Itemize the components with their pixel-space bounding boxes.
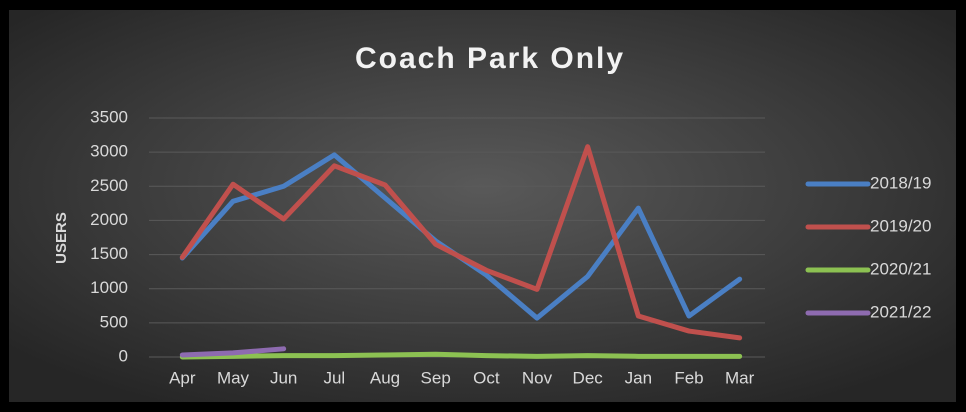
series-line	[179, 346, 287, 358]
y-axis-label: USERS	[53, 212, 70, 264]
x-tick-label: Dec	[573, 368, 604, 387]
y-tick-label: 1500	[90, 244, 128, 263]
y-tick-label: 0	[119, 346, 128, 365]
x-tick-label: Aug	[370, 368, 400, 387]
series-line	[179, 144, 743, 341]
y-tick-label: 2500	[90, 176, 128, 195]
legend-label: 2018/19	[870, 173, 931, 192]
chart-background	[9, 10, 956, 402]
x-tick-label: Oct	[473, 368, 500, 387]
x-tick-label: Nov	[522, 368, 553, 387]
y-tick-label: 3500	[90, 107, 128, 126]
y-tick-label: 1000	[90, 278, 128, 297]
x-tick-label: Feb	[674, 368, 703, 387]
x-tick-label: Jun	[270, 368, 297, 387]
x-tick-label: Jul	[323, 368, 345, 387]
legend-label: 2019/20	[870, 216, 931, 235]
legend-label: 2021/22	[870, 302, 931, 321]
y-tick-label: 3000	[90, 142, 128, 161]
y-tick-label: 2000	[90, 210, 128, 229]
x-tick-label: Jan	[625, 368, 652, 387]
legend-label: 2020/21	[870, 259, 931, 278]
x-tick-label: Mar	[725, 368, 755, 387]
x-tick-label: Sep	[421, 368, 451, 387]
series-line	[179, 351, 743, 360]
x-tick-label: May	[217, 368, 250, 387]
chart-title: Coach Park Only	[355, 42, 625, 75]
x-tick-label: Apr	[169, 368, 196, 387]
y-tick-label: 500	[100, 312, 128, 331]
